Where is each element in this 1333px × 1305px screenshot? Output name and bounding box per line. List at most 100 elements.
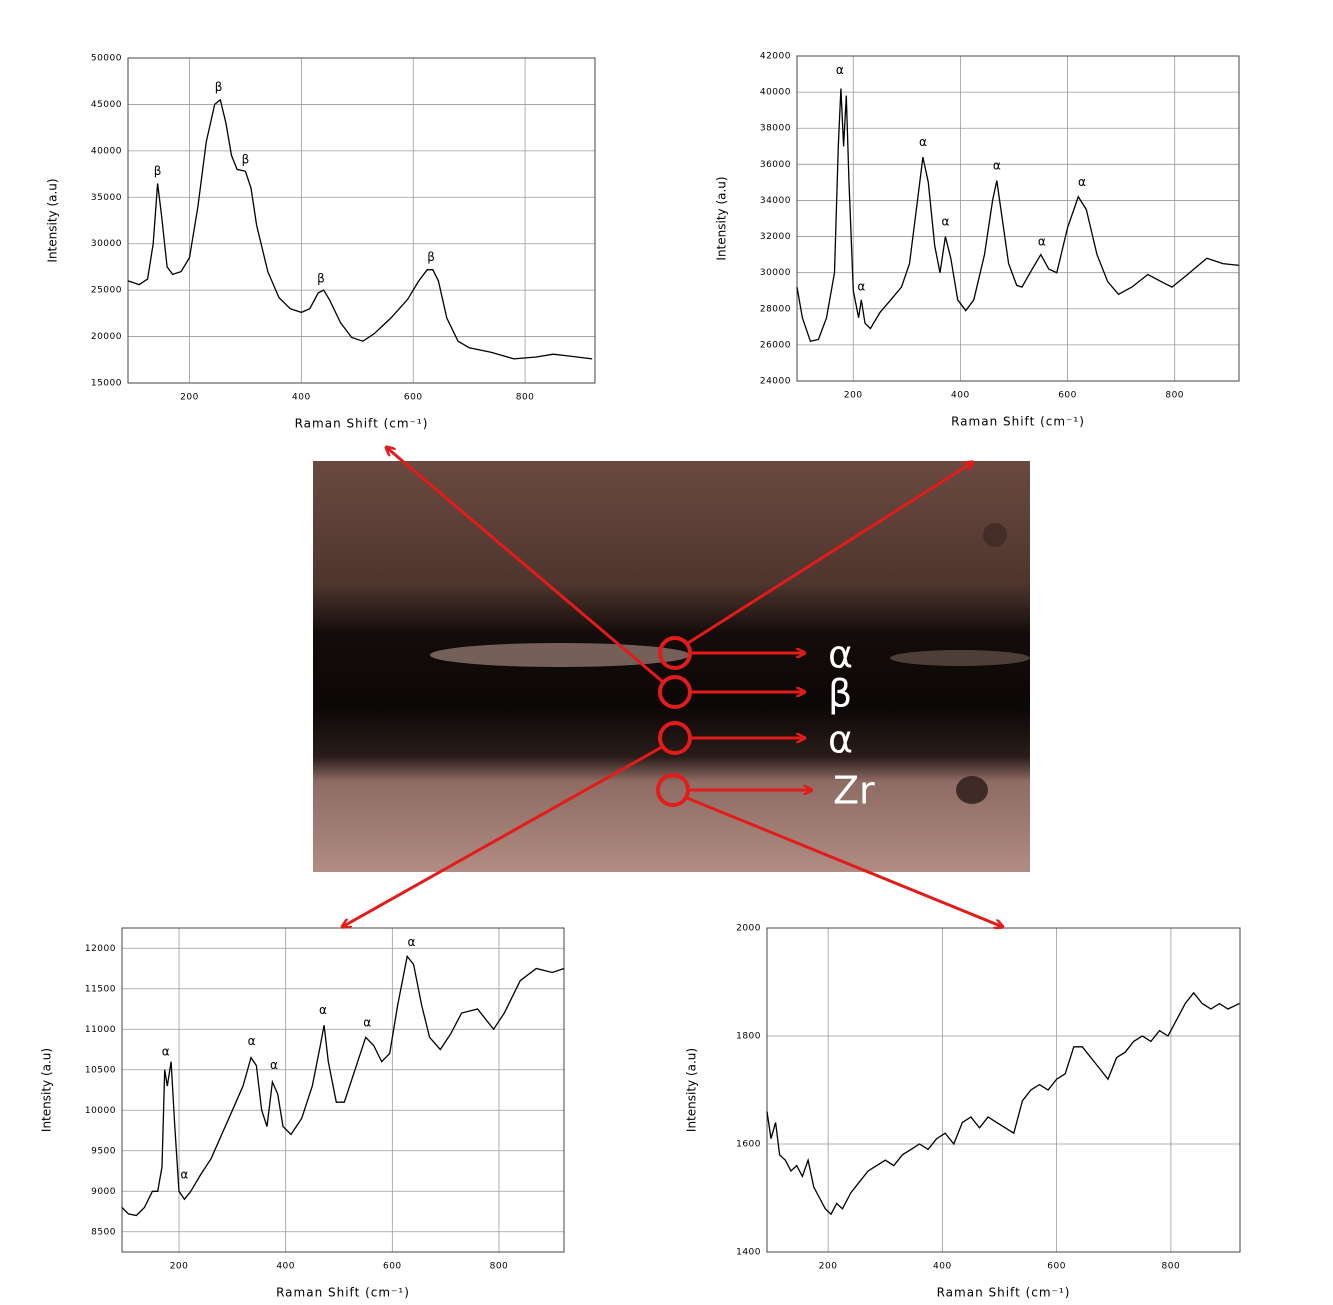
y-tick-label: 10500: [85, 1065, 116, 1075]
x-tick-label: 400: [276, 1262, 295, 1272]
plot-area: [797, 56, 1239, 381]
phase-label: β: [828, 672, 852, 716]
y-tick-label: 32000: [760, 232, 791, 242]
y-tick-label: 40000: [91, 146, 122, 156]
plot-area: [128, 58, 595, 383]
arrow: [686, 796, 1003, 927]
peak-label: α: [857, 280, 865, 294]
arrow: [386, 447, 664, 684]
x-tick-label: 200: [180, 393, 199, 403]
x-tick-label: 600: [1047, 1262, 1066, 1272]
y-tick-label: 9000: [91, 1187, 116, 1197]
y-tick-label: 45000: [91, 100, 122, 110]
y-tick-label: 11500: [85, 984, 116, 994]
y-tick-label: 40000: [760, 88, 791, 98]
y-tick-label: 10000: [85, 1106, 116, 1116]
y-axis-label: Intensity (a.u): [685, 1048, 699, 1132]
x-tick-label: 800: [1162, 1262, 1181, 1272]
x-tick-label: 400: [292, 393, 311, 403]
peak-label: α: [248, 1034, 256, 1048]
y-tick-label: 15000: [91, 379, 122, 389]
peak-label: α: [993, 159, 1001, 173]
light-streak: [890, 650, 1030, 666]
x-tick-label: 600: [383, 1262, 402, 1272]
y-tick-label: 9500: [91, 1146, 116, 1156]
y-tick-label: 1600: [736, 1140, 761, 1150]
y-tick-label: 26000: [760, 340, 791, 350]
y-tick-label: 8500: [91, 1227, 116, 1237]
peak-label: α: [162, 1044, 170, 1058]
x-tick-label: 400: [951, 391, 970, 401]
y-tick-label: 30000: [760, 268, 791, 278]
peak-label: α: [319, 1003, 327, 1017]
x-axis-label: Raman Shift (cm⁻¹): [937, 1286, 1071, 1300]
dark-spot: [956, 776, 988, 804]
x-tick-label: 600: [404, 393, 423, 403]
peak-label: α: [270, 1058, 278, 1072]
annotation-arrows: [342, 447, 1003, 927]
peak-label: β: [427, 250, 435, 264]
peak-label: α: [836, 63, 844, 77]
y-tick-label: 28000: [760, 304, 791, 314]
x-tick-label: 400: [933, 1262, 952, 1272]
spectrum-line: [796, 88, 1240, 343]
y-tick-label: 30000: [91, 239, 122, 249]
plot-frame: [127, 57, 596, 384]
y-tick-label: 1800: [736, 1032, 761, 1042]
spectrum-line: [127, 98, 593, 360]
peak-label: α: [180, 1168, 188, 1182]
peak-label: α: [1078, 175, 1086, 189]
y-tick-label: 2000: [736, 924, 761, 934]
y-tick-label: 24000: [760, 377, 791, 387]
plot-frame: [796, 55, 1240, 382]
y-tick-label: 25000: [91, 286, 122, 296]
arrow: [342, 745, 663, 927]
x-tick-label: 200: [170, 1262, 189, 1272]
x-tick-label: 200: [819, 1262, 838, 1272]
spectrum-chart: 15000 20000 25000 30000 35000 40000 45000 50000…: [46, 54, 596, 431]
y-axis-label: Intensity (a.u): [715, 176, 729, 260]
dark-spot: [983, 523, 1007, 547]
light-streak: [430, 643, 690, 667]
spectrum-line: [121, 954, 565, 1217]
phase-label: α: [828, 633, 853, 677]
peak-label: α: [408, 935, 416, 949]
y-tick-label: 20000: [91, 332, 122, 342]
peak-label: β: [242, 153, 250, 167]
x-axis-label: Raman Shift (cm⁻¹): [276, 1286, 410, 1300]
peak-label: β: [317, 272, 325, 286]
peak-label: α: [919, 135, 927, 149]
phase-label: Zr: [833, 769, 875, 813]
arrow: [687, 462, 973, 645]
y-tick-label: 12000: [85, 944, 116, 954]
spectrum-chart: 1400 1600 1800 2000 200 400 600 800 Raman Shift …: [685, 924, 1241, 1300]
x-tick-label: 800: [516, 393, 535, 403]
x-tick-label: 800: [1165, 391, 1184, 401]
y-tick-label: 50000: [91, 54, 122, 64]
y-axis-label: Intensity (a.u): [40, 1048, 54, 1132]
peak-label: α: [941, 215, 949, 229]
x-tick-label: 200: [844, 391, 863, 401]
x-tick-label: 600: [1058, 391, 1077, 401]
y-axis-label: Intensity (a.u): [46, 178, 60, 262]
peak-label: α: [1038, 234, 1046, 248]
y-tick-label: 36000: [760, 160, 791, 170]
plot-area: [767, 928, 1240, 1252]
x-tick-label: 800: [490, 1262, 509, 1272]
x-axis-label: Raman Shift (cm⁻¹): [951, 415, 1085, 429]
y-tick-label: 35000: [91, 193, 122, 203]
spectrum-line: [766, 991, 1240, 1216]
peak-label: β: [215, 80, 223, 94]
x-axis-label: Raman Shift (cm⁻¹): [295, 417, 429, 431]
y-tick-label: 11000: [85, 1025, 116, 1035]
y-tick-label: 42000: [760, 52, 791, 62]
spectrum-chart: 8500 9000 9500 10000 10500 11000 11500 12000 200…: [40, 927, 565, 1300]
y-tick-label: 38000: [760, 124, 791, 134]
peak-label: α: [363, 1015, 371, 1029]
plot-area: [122, 928, 564, 1252]
spectrum-chart: 24000 26000 28000 30000 32000 34000 36000 38000…: [715, 52, 1240, 429]
y-tick-label: 34000: [760, 196, 791, 206]
y-tick-label: 1400: [736, 1248, 761, 1258]
peak-label: β: [154, 164, 162, 178]
